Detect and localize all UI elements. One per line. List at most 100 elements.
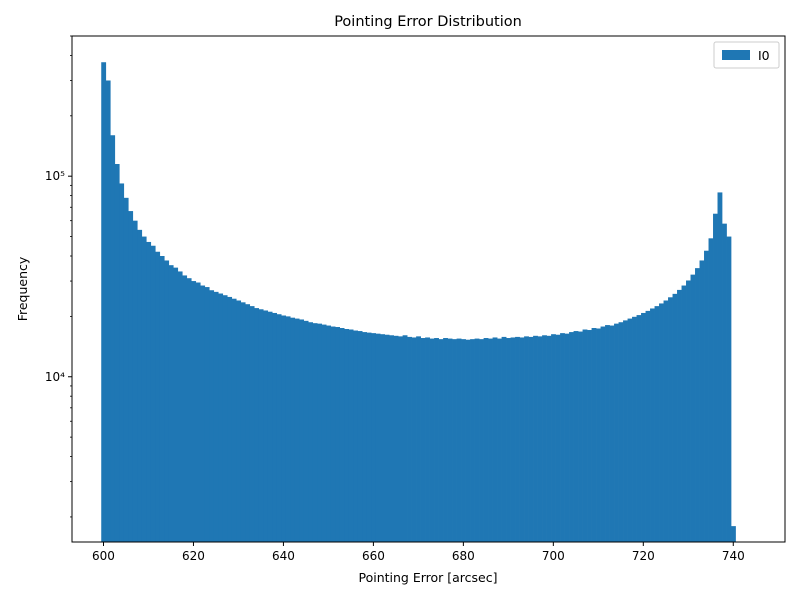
histogram-bar (182, 275, 188, 542)
histogram-bar (186, 278, 192, 542)
histogram-bar (474, 338, 480, 542)
histogram-bar (573, 331, 579, 542)
histogram-bar (339, 328, 345, 542)
histogram-bar (114, 164, 120, 542)
histogram-bar (555, 334, 561, 542)
histogram-bar (101, 62, 107, 542)
histogram-bar (609, 325, 615, 542)
histogram-bar (209, 290, 215, 542)
x-axis-label: Pointing Error [arcsec] (358, 570, 497, 585)
histogram-bar (650, 308, 655, 542)
histogram-bar (695, 268, 700, 542)
histogram-bar (245, 304, 251, 542)
histogram-bar (542, 335, 547, 542)
histogram-bar (465, 339, 471, 542)
histogram-bar (528, 336, 534, 542)
histogram-bar (618, 322, 624, 542)
histogram-bar (227, 296, 233, 542)
histogram-bar (636, 315, 642, 542)
histogram-bar (704, 250, 709, 542)
histogram-bar (654, 306, 660, 542)
histogram-bar (416, 336, 421, 542)
histogram-bar (582, 329, 588, 542)
y-axis-ticks: 10⁴ 10⁵ (45, 35, 72, 518)
legend-label-i0: I0 (758, 48, 770, 63)
histogram-bar (348, 329, 354, 542)
histogram-bar (290, 317, 296, 542)
histogram-bar (276, 314, 282, 542)
histogram-bar (681, 285, 687, 542)
histogram-bar (551, 334, 556, 542)
histogram-bar (267, 311, 273, 542)
histogram-bar (389, 335, 394, 542)
histogram-bar (726, 236, 732, 542)
histogram-bar (515, 336, 520, 542)
histogram-bar (560, 333, 565, 542)
histogram-bar (263, 310, 269, 542)
histogram-bar (173, 267, 179, 542)
histogram-bar (123, 197, 129, 542)
y-axis-label: Frequency (15, 256, 30, 321)
histogram-bar (672, 293, 678, 542)
axes-frame (71, 35, 786, 543)
histogram-bar (447, 338, 453, 542)
histogram-bar (731, 526, 736, 542)
histogram-bar (434, 338, 439, 542)
histogram-bar (258, 309, 264, 542)
histogram-bar (321, 324, 327, 542)
x-tick-label: 600 (92, 549, 115, 563)
histogram-bar (605, 325, 610, 542)
histogram-bar (195, 282, 201, 542)
histogram-bar (497, 338, 502, 542)
histogram-bar (137, 229, 143, 543)
histogram-bar (398, 336, 403, 542)
histogram-bar (330, 326, 336, 542)
histogram-bar (429, 338, 435, 542)
histogram-bar (218, 293, 224, 542)
histogram-bar (438, 339, 444, 542)
histogram-bar (546, 335, 552, 542)
histogram-bar (177, 271, 183, 542)
histogram-bar (326, 325, 332, 542)
histogram-bar (294, 318, 300, 542)
histogram-bar (317, 323, 323, 542)
histogram-bar (587, 330, 592, 542)
x-tick-label: 700 (542, 549, 565, 563)
histogram-bar (623, 320, 628, 542)
histogram-bar (717, 192, 723, 543)
histogram-bar (488, 338, 493, 542)
histogram-bar (519, 337, 525, 542)
histogram-bar (686, 280, 691, 542)
histogram-bar (470, 339, 475, 542)
histogram-bar (213, 291, 219, 542)
histogram-bar (722, 223, 727, 542)
histogram-bar (537, 336, 543, 542)
histogram-bar (506, 338, 511, 542)
x-tick-label: 720 (632, 549, 655, 563)
histogram-bar (249, 306, 255, 542)
histogram-bar (713, 213, 718, 542)
histogram-bar (627, 318, 633, 542)
histogram-bar (146, 241, 152, 542)
histogram-bar (254, 308, 260, 542)
histogram-bar (150, 245, 156, 543)
legend-swatch-i0 (722, 50, 750, 60)
histogram-bar (569, 332, 574, 542)
histogram-bar (456, 338, 462, 542)
histogram-bar (132, 220, 138, 542)
histogram-bar (393, 335, 399, 542)
histogram-bar (308, 322, 314, 542)
histogram-bar (578, 331, 583, 542)
histogram-bar (128, 211, 134, 542)
histogram-bar (105, 80, 111, 543)
y-tick-label: 10⁴ (45, 370, 65, 384)
histogram-bar (164, 260, 170, 542)
histogram-bar (591, 328, 597, 542)
histogram-bar (344, 329, 349, 542)
histogram-bar (659, 303, 664, 542)
histogram-bar (510, 337, 516, 542)
histogram-bar (285, 316, 291, 542)
histogram-bar (407, 336, 412, 542)
histogram-bar (240, 302, 246, 542)
